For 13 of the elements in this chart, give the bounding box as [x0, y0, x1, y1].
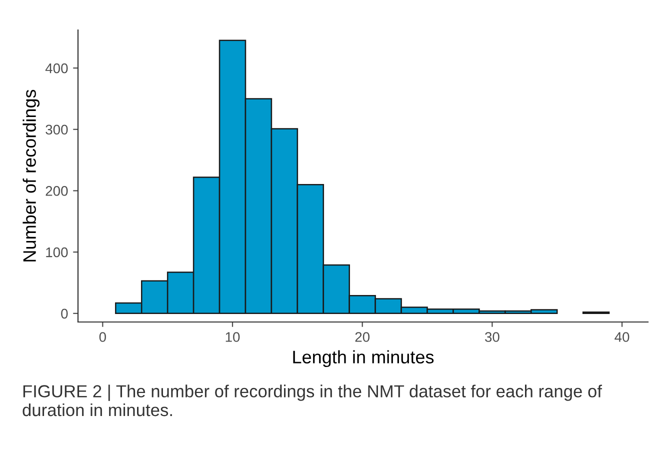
- caption: FIGURE 2 | The number of recordings in the NMT dataset for each range of duration in minutes.: [22, 384, 602, 416]
- y-tick-label: 0: [61, 308, 68, 319]
- x-tick-label: 30: [484, 332, 500, 342]
- y-axis-title: Number of recordings: [22, 90, 40, 262]
- x-tick-label: 20: [355, 332, 370, 342]
- x-tick-label: 10: [226, 332, 240, 342]
- y-tick-label: 300: [46, 124, 68, 135]
- y-tick-label: 200: [46, 186, 68, 196]
- y-tick-label: 400: [45, 63, 68, 74]
- x-tick-label: 0: [99, 332, 106, 342]
- x-axis-title: Length in minutes: [293, 350, 434, 368]
- x-tick-label: 40: [614, 332, 630, 342]
- y-tick-label: 100: [46, 247, 68, 258]
